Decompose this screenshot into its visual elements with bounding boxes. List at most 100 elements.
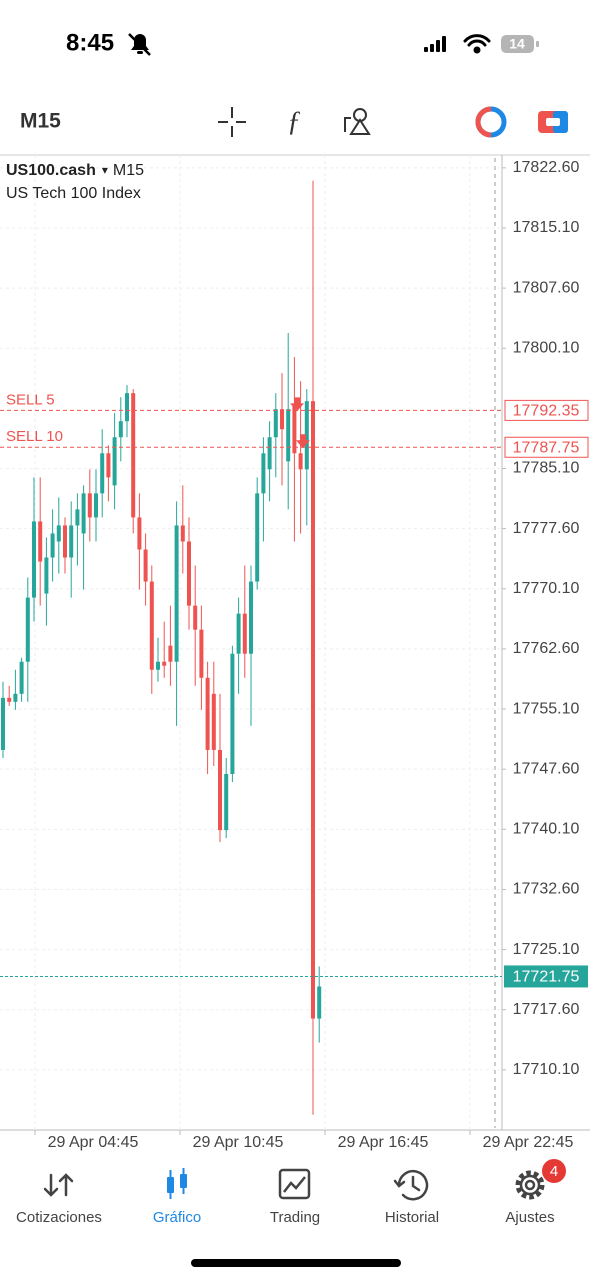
chart-symbol-arrow: ▾ — [102, 163, 108, 177]
candle-body — [311, 401, 315, 1019]
x-tick-label: 29 Apr 16:45 — [338, 1134, 429, 1151]
candle-body — [230, 653, 235, 774]
chart-layer: 17822.60 17815.10 17807.60 17800.10 17785.10… — [0, 155, 589, 1151]
y-tick-label: 17755.10 — [513, 700, 580, 717]
tab-label[interactable]: Gráfico — [153, 1209, 201, 1226]
candle-body — [56, 525, 61, 542]
y-tick-label: 17785.10 — [513, 460, 580, 477]
candle-body — [280, 409, 284, 430]
tab-label[interactable]: Cotizaciones — [16, 1209, 102, 1226]
tab-badge: 4 — [550, 1163, 558, 1180]
y-tick-label: 17815.10 — [513, 219, 580, 236]
y-tick-label: 17777.60 — [513, 520, 580, 537]
candle-body — [32, 521, 36, 598]
tab-label[interactable]: Trading — [270, 1209, 320, 1226]
candle-body — [81, 493, 86, 534]
candle-body — [273, 409, 278, 438]
candle-body — [63, 525, 67, 558]
candle-body — [38, 521, 43, 562]
y-tick-label: 17822.60 — [513, 159, 580, 176]
candle-body — [118, 421, 123, 438]
x-tick-label: 29 Apr 22:45 — [483, 1134, 574, 1151]
home-indicator — [191, 1259, 401, 1267]
candle-body — [143, 549, 148, 582]
trade-button[interactable] — [475, 106, 507, 138]
candle-body — [137, 517, 142, 550]
candle-body — [242, 613, 247, 654]
candle-body — [193, 605, 198, 630]
candle-body — [267, 437, 272, 470]
chart-timeframe: M15 — [113, 162, 144, 179]
candle-body — [25, 597, 30, 662]
one-click-button[interactable] — [538, 111, 568, 133]
candle-body — [131, 393, 136, 518]
y-tick-label: 17732.60 — [513, 881, 580, 898]
candle-body — [199, 629, 204, 678]
wifi-icon — [463, 34, 491, 54]
tab-label[interactable]: Ajustes — [505, 1209, 554, 1226]
candle-body — [286, 409, 291, 462]
candle-body — [224, 773, 229, 831]
candle-body — [1, 697, 5, 750]
quotes-icon — [43, 1173, 74, 1197]
objects-button[interactable] — [344, 108, 371, 135]
order-price-label: 17792.35 — [513, 403, 580, 420]
candle-body — [261, 453, 266, 494]
candle-body — [156, 661, 160, 670]
candle-body — [162, 661, 167, 666]
y-tick-label: 17762.60 — [513, 640, 580, 657]
tab-icons — [43, 1159, 566, 1201]
y-tick-label: 17725.10 — [513, 941, 580, 958]
y-tick-label: 17717.60 — [513, 1001, 580, 1018]
trade-arrow — [290, 397, 304, 412]
status-time: 8:45 — [66, 29, 114, 56]
order-price-tag — [504, 399, 589, 421]
order-price-tag — [504, 436, 589, 458]
candle-body — [100, 453, 105, 494]
candle-body — [255, 493, 260, 582]
y-tick-label: 17800.10 — [513, 339, 580, 356]
candle-body — [304, 401, 309, 470]
candle-body — [75, 509, 80, 526]
candle-body — [50, 533, 55, 558]
y-tick-label: 17710.10 — [513, 1061, 580, 1078]
tab-label[interactable]: Historial — [385, 1209, 439, 1226]
mute-icon — [128, 33, 151, 56]
x-tick-label: 29 Apr 10:45 — [193, 1134, 284, 1151]
candle-body — [218, 749, 222, 831]
candle-body — [187, 541, 191, 606]
candle-body — [236, 613, 241, 654]
y-tick-label: 17740.10 — [513, 821, 580, 838]
candle-body — [44, 557, 49, 594]
candle-body — [211, 693, 216, 750]
order-price-label: 17787.75 — [513, 439, 580, 456]
candle-body — [19, 661, 24, 694]
candle-body — [180, 525, 185, 542]
timeframe-button[interactable]: M15 — [20, 110, 61, 133]
candle-body — [174, 525, 179, 662]
crosshair-button[interactable] — [218, 107, 246, 137]
candle-body — [7, 697, 12, 702]
history-icon — [393, 1169, 429, 1201]
candle-body — [106, 453, 111, 478]
y-tick-label: 17807.60 — [513, 279, 580, 296]
candle-body — [94, 493, 98, 518]
candle-body — [205, 677, 210, 750]
y-tick-label: 17770.10 — [513, 580, 580, 597]
candle-body — [69, 525, 74, 558]
candle-body — [317, 986, 322, 1019]
candle-body — [87, 493, 92, 518]
candle-body — [13, 693, 18, 702]
indicators-button[interactable]: ƒ — [287, 106, 301, 137]
candle-body — [249, 581, 253, 654]
bid-price-tag — [504, 965, 588, 988]
chart-symbol: US100.cash — [6, 162, 96, 179]
y-tick-label: 17747.60 — [513, 760, 580, 777]
candle-body — [298, 453, 303, 470]
battery-level: 14 — [509, 36, 525, 52]
trading-icon — [278, 1168, 311, 1200]
order-label: SELL 5 — [6, 391, 55, 408]
tab-bar: Cotizaciones Gráfico Trading Historial Ajust… — [16, 1163, 558, 1226]
battery — [501, 35, 534, 53]
signal-icon — [424, 36, 446, 52]
